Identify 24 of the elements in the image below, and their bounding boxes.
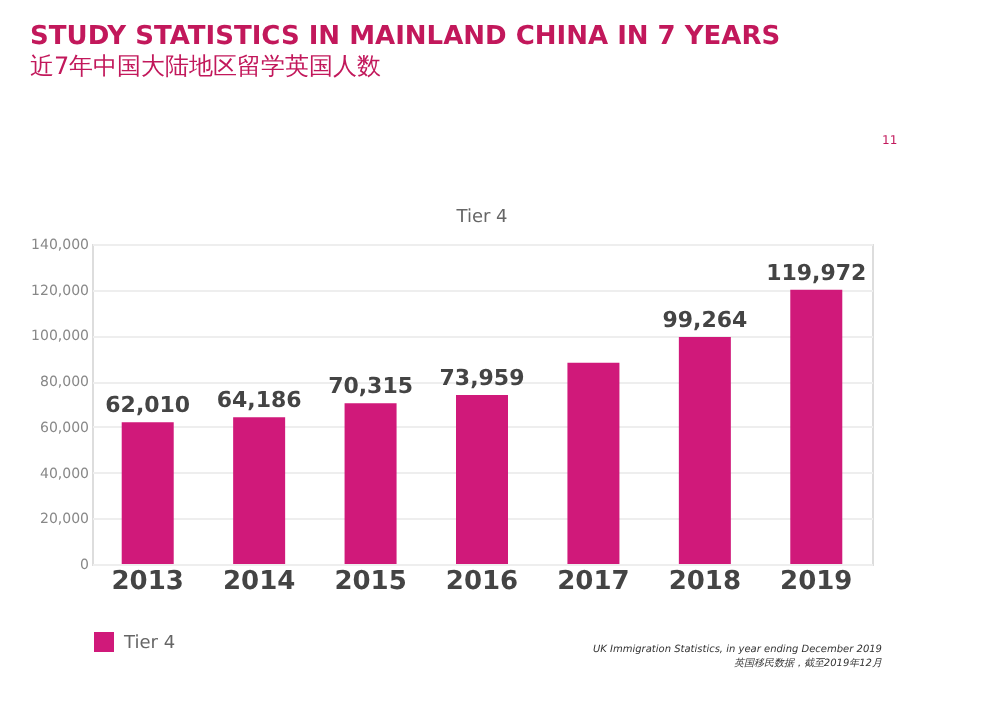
x-tick-label: 2018 (668, 567, 742, 597)
text: 62,010 (105, 392, 191, 419)
chart-title: STUDY STATISTICS IN MAINLAND CHINA IN 7 YEARS (30, 22, 781, 52)
bar (344, 403, 397, 564)
bar (121, 422, 174, 564)
x-tick-label: 2013 (111, 567, 184, 597)
bar (678, 337, 731, 564)
chart-subtitle: 近7年中国大陆地区留学英国人数 (30, 52, 382, 80)
x-tick-label: 2015 (334, 567, 407, 597)
text: 119,972 (766, 259, 867, 286)
bar (233, 417, 286, 564)
text: 73,959 (439, 364, 525, 391)
bar (567, 362, 620, 564)
text: 70,315 (328, 373, 414, 400)
text: 64,186 (216, 387, 302, 414)
text: Tier 4 (454, 208, 509, 228)
x-tick-label: 2016 (445, 567, 519, 597)
x-tick-label: 2014 (222, 567, 296, 597)
x-tick-label: 2019 (780, 567, 853, 597)
legend-label: Tier 4 (122, 634, 176, 654)
bar (790, 289, 843, 564)
x-tick-label: 2017 (557, 567, 630, 597)
bar (456, 394, 508, 564)
text: 99,264 (662, 307, 748, 334)
